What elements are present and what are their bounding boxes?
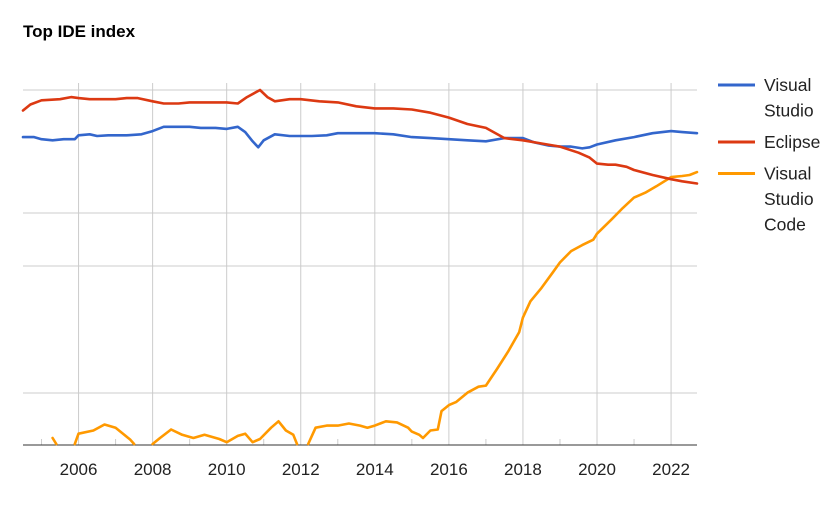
chart-title: Top IDE index: [23, 22, 136, 41]
x-tick-label-2012: 2012: [282, 460, 320, 479]
legend-label-visual-studio: Visual Studio: [764, 75, 814, 121]
x-tick-label-2014: 2014: [356, 460, 394, 479]
x-tick-label-2008: 2008: [134, 460, 172, 479]
x-tick-label-2016: 2016: [430, 460, 468, 479]
series-line-visual-studio-code-2: [151, 420, 299, 446]
legend: Visual Studio Eclipse Visual Studio Code: [718, 75, 820, 235]
series-line-visual-studio: [21, 125, 699, 150]
series-line-visual-studio-code-1: [73, 423, 136, 446]
series-line-visual-studio-code-0: [51, 436, 58, 446]
grid-layer: [23, 83, 697, 446]
x-axis-ticks: 2006 2008 2010 2012 2014 2016 2018 2020 2022: [60, 460, 690, 479]
x-tick-label-2020: 2020: [578, 460, 616, 479]
series-line-eclipse: [21, 88, 699, 185]
legend-label-visual-studio-code: Visual Studio Code: [764, 164, 814, 235]
x-tick-label-2006: 2006: [60, 460, 98, 479]
x-tick-label-2018: 2018: [504, 460, 542, 479]
x-tick-label-2022: 2022: [652, 460, 690, 479]
series-layer: [21, 88, 699, 446]
x-tick-label-2010: 2010: [208, 460, 246, 479]
series-line-visual-studio-code-3: [306, 170, 699, 446]
legend-label-eclipse: Eclipse: [764, 132, 820, 152]
